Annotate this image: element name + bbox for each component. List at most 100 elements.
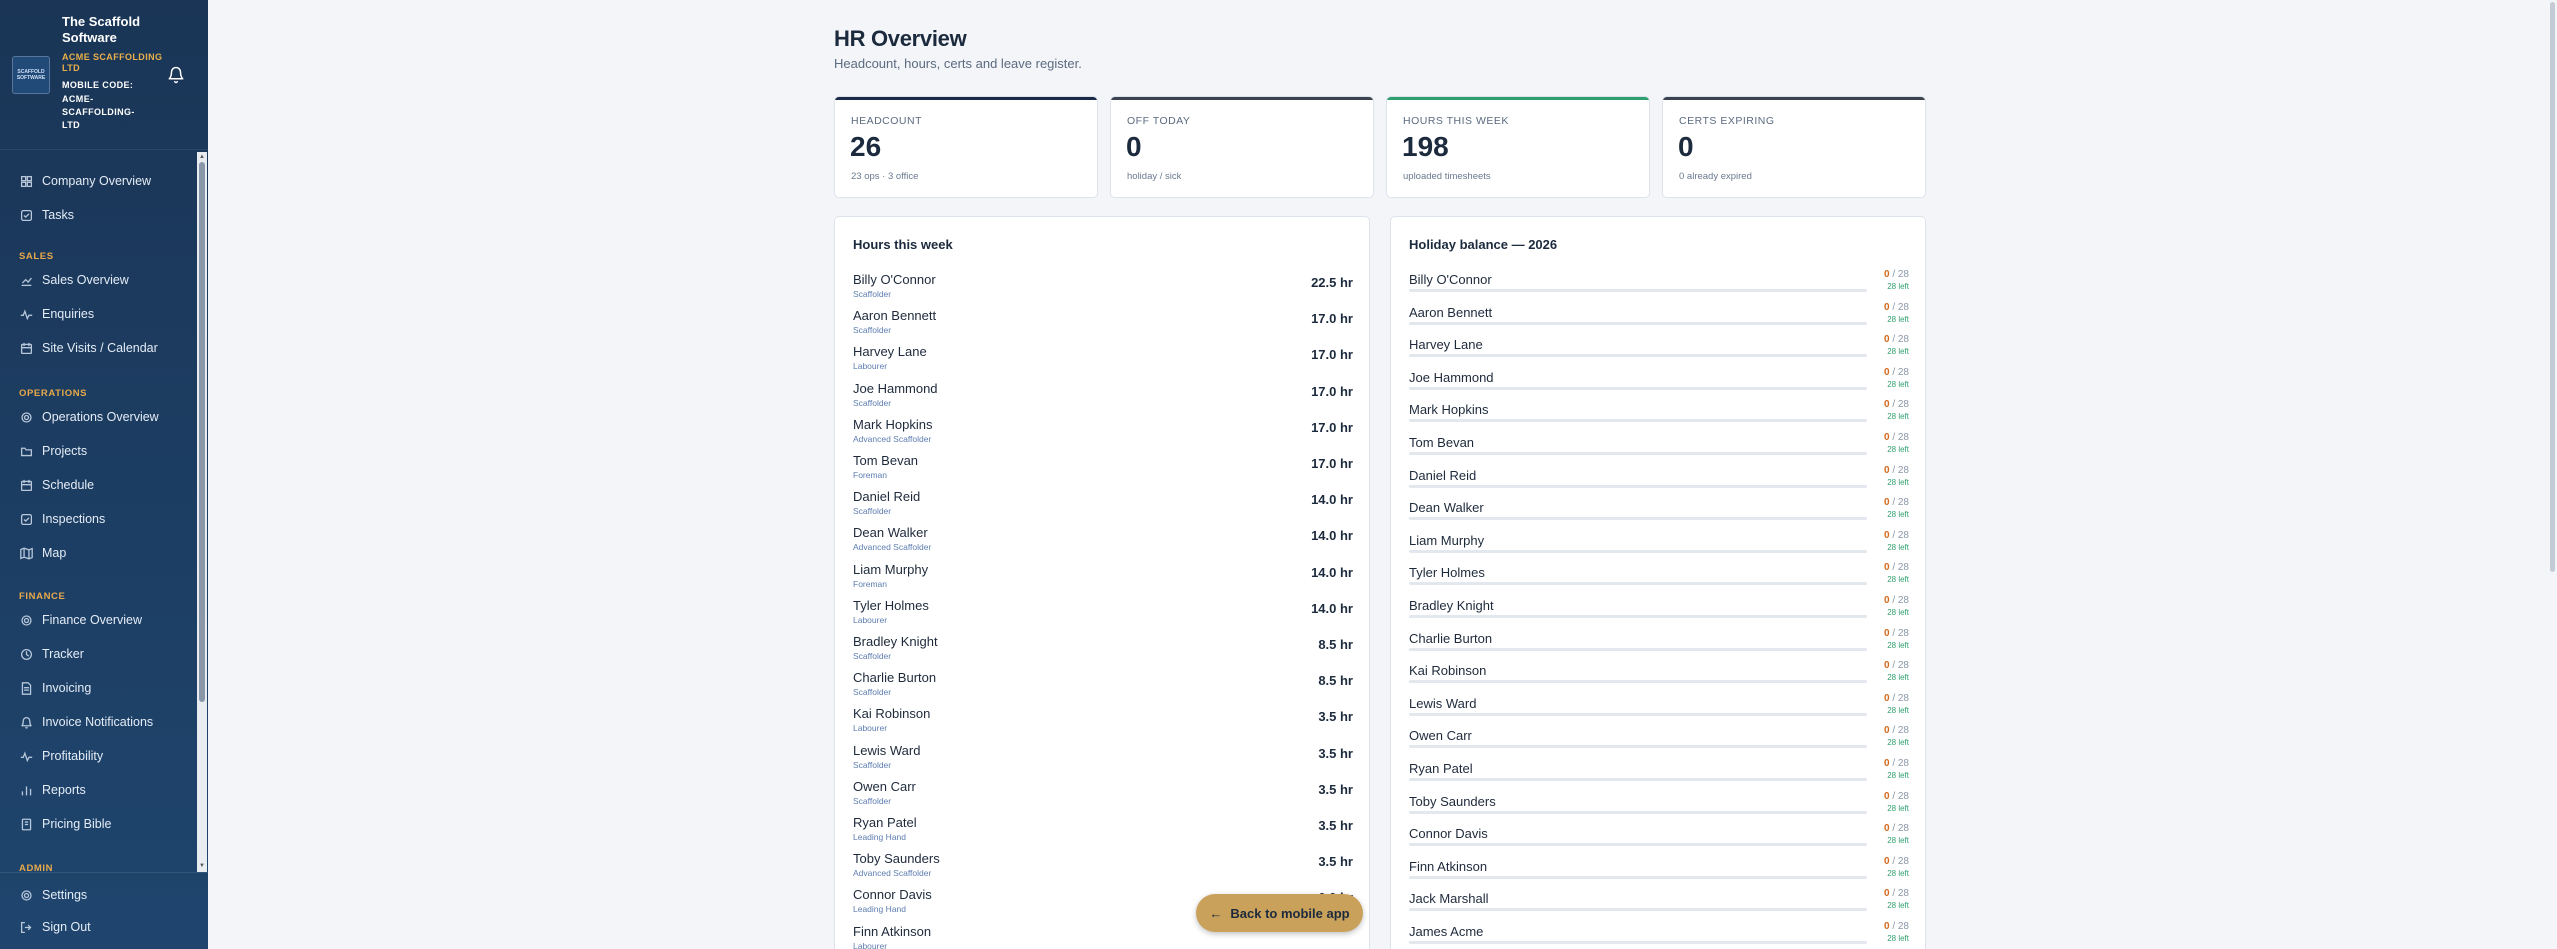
sidebar-item-pricing-bible[interactable]: Pricing Bible [20,817,111,831]
sidebar-item-settings[interactable]: Settings [20,888,87,902]
sidebar-item-finance-overview[interactable]: Finance Overview [20,613,142,627]
scroll-up-arrow-icon[interactable]: ▲ [199,154,205,160]
sidebar-item-tracker[interactable]: Tracker [20,647,84,661]
holiday-total: / 28 [1892,562,1909,574]
mobile-code-label: MOBILE CODE: [62,80,134,90]
holiday-row: Owen Carr 0 / 28 28 left [1409,725,1909,760]
holiday-used-fraction: 0 / 28 [1884,530,1909,541]
hours-row: Bradley Knight Scaffolder 8.5 hr [853,634,1353,670]
sidebar-item-company-overview[interactable]: Company Overview [20,174,151,188]
back-button-label: Back to mobile app [1230,905,1350,921]
sidebar-item-schedule[interactable]: Schedule [20,478,94,492]
holiday-used: 0 [1883,334,1890,346]
holiday-used: 0 [1883,366,1890,378]
map-icon [20,547,33,559]
holiday-used: 0 [1883,823,1890,835]
sidebar-item-sales-overview[interactable]: Sales Overview [20,273,129,287]
holiday-total: / 28 [1892,595,1909,606]
chart-icon [21,277,32,286]
holiday-used: 0 [1883,432,1890,443]
page-scrollbar-thumb[interactable] [2550,2,2555,572]
holiday-used-fraction: 0 / 28 [1884,497,1909,508]
book-icon [21,818,32,830]
holiday-used-fraction: 0 / 28 [1884,432,1909,443]
sidebar-nav: Company Overview Tasks SALES Sales Overv… [0,152,208,874]
holiday-total: / 28 [1892,888,1909,900]
sidebar-item-tasks[interactable]: Tasks [20,208,74,222]
holiday-total: / 28 [1892,855,1909,867]
holiday-progress-track [1409,321,1867,325]
holiday-row: Liam Murphy 0 / 28 28 left [1409,530,1909,565]
holiday-days-left: 28 left [1887,640,1909,650]
sidebar-item-label: Operations Overview [42,410,159,424]
sidebar-item-site-visits[interactable]: Site Visits / Calendar [20,341,158,355]
employee-role: Advanced Scaffolder [853,542,932,553]
scroll-down-arrow-icon[interactable]: ▼ [199,863,205,869]
employee-role: Scaffolder [853,397,892,408]
employee-name: Owen Carr [853,778,916,794]
stat-accent-bar [1111,97,1373,100]
holiday-days-left: 28 left [1887,608,1909,617]
hours-value: 22.5 hr [1311,275,1353,290]
holiday-total: / 28 [1892,627,1909,639]
employee-name: Lewis Ward [1409,695,1477,711]
sidebar-item-label: Schedule [42,478,95,492]
sidebar-item-inspections[interactable]: Inspections [20,512,105,526]
holiday-used-fraction: 0 / 28 [1884,628,1909,639]
back-to-mobile-app-button[interactable]: ← Back to mobile app [1196,894,1363,932]
stat-value: 26 [850,131,882,162]
holiday-row: Tyler Holmes 0 / 28 28 left [1409,562,1909,597]
sidebar-scrollbar-thumb[interactable] [199,162,205,702]
hours-row: Tom Bevan Foreman 17.0 hr [853,453,1353,489]
employee-role: Advanced Scaffolder [853,868,932,879]
sidebar-item-reports[interactable]: Reports [20,783,86,797]
holiday-used: 0 [1883,855,1890,867]
stat-accent-bar [1387,97,1649,100]
sidebar-item-invoice-notifications[interactable]: Invoice Notifications [20,715,153,729]
employee-name: Tom Bevan [1409,435,1475,450]
holiday-progress-track [1409,582,1867,586]
section-admin: ADMIN [19,863,54,874]
holiday-used-fraction: 0 / 28 [1884,562,1909,573]
holiday-row: Billy O'Connor 0 / 28 28 left [1409,269,1909,304]
hours-row: Lewis Ward Scaffolder 3.5 hr [853,743,1353,779]
employee-role: Foreman [853,578,888,589]
sidebar-item-sign-out[interactable]: Sign Out [20,920,91,934]
employee-name: Jack Marshall [1409,891,1489,907]
holiday-days-left: 28 left [1887,705,1909,715]
employee-name: Kai Robinson [1409,663,1487,679]
holiday-progress-track [1409,680,1867,684]
holiday-used-fraction: 0 / 28 [1884,595,1909,606]
sidebar-item-enquiries[interactable]: Enquiries [20,307,94,321]
employee-role: Foreman [853,470,888,480]
hours-row: Billy O'Connor Scaffolder 22.5 hr [853,272,1353,308]
sidebar-item-map[interactable]: Map [20,546,66,560]
gear-icon [21,614,32,626]
employee-name: Mark Hopkins [1409,402,1489,418]
sidebar-item-operations-overview[interactable]: Operations Overview [20,410,159,424]
folder-icon [20,447,33,456]
sidebar-item-projects[interactable]: Projects [20,444,87,458]
checkbox-icon [20,513,33,525]
holiday-total: / 28 [1892,399,1909,411]
hours-value: 14.0 hr [1311,528,1353,544]
holiday-days-left: 28 left [1887,934,1909,943]
employee-name: Charlie Burton [1409,630,1493,646]
employee-role: Advanced Scaffolder [853,433,932,444]
holiday-total: / 28 [1892,334,1909,346]
holiday-total: / 28 [1892,464,1909,476]
page-subtitle: Headcount, hours, certs and leave regist… [834,56,1082,71]
employee-role: Scaffolder [853,651,892,661]
bell-icon[interactable] [167,66,185,84]
sidebar-item-label: Invoicing [42,681,92,695]
sidebar-item-invoicing[interactable]: Invoicing [20,681,91,695]
holiday-total: / 28 [1892,497,1909,509]
holiday-used: 0 [1883,660,1890,672]
sidebar-item-profitability[interactable]: Profitability [20,749,103,763]
stat-card-off-today: OFF TODAY 0 holiday / sick [1110,96,1374,198]
page-scrollbar[interactable] [2547,0,2557,949]
employee-name: Charlie Burton [853,670,937,686]
sidebar-item-label: Projects [42,444,88,458]
hours-value: 14.0 hr [1311,492,1353,508]
stat-note: 23 ops · 3 office [851,171,919,182]
